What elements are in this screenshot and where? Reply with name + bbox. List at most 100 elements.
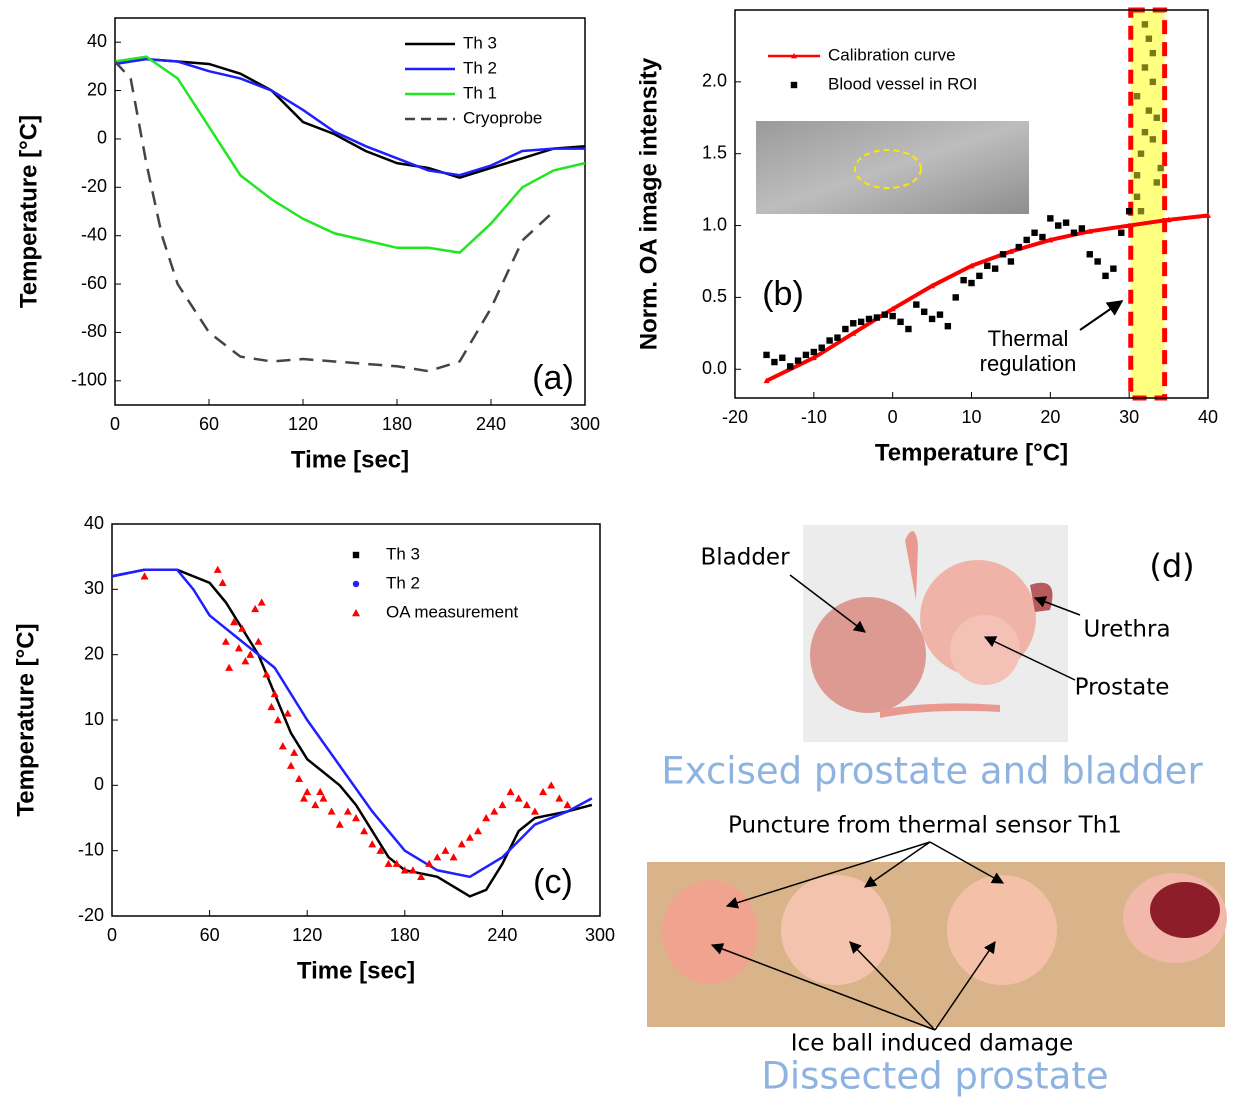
point bbox=[221, 637, 230, 645]
point bbox=[1086, 251, 1093, 258]
y-tick-label: 0 bbox=[94, 774, 104, 794]
point bbox=[1133, 93, 1141, 100]
point bbox=[802, 351, 810, 359]
point bbox=[1023, 236, 1030, 244]
point bbox=[850, 320, 857, 327]
point bbox=[850, 330, 857, 336]
point bbox=[213, 565, 222, 573]
panel-label: (d) bbox=[1149, 547, 1194, 585]
point bbox=[408, 866, 417, 874]
legend-label: Th 1 bbox=[463, 83, 497, 102]
point bbox=[1165, 216, 1172, 223]
x-tick-label: 180 bbox=[382, 414, 412, 434]
point bbox=[1153, 179, 1160, 186]
x-tick-label: -20 bbox=[722, 407, 748, 427]
point bbox=[257, 598, 266, 606]
point bbox=[1039, 233, 1046, 241]
y-tick-label: 10 bbox=[84, 709, 104, 729]
panel-label: (a) bbox=[532, 359, 574, 397]
photo-label: Prostate bbox=[1075, 675, 1170, 701]
point bbox=[763, 377, 770, 384]
x-tick-label: -10 bbox=[801, 407, 827, 427]
caption: Dissected prostate bbox=[761, 1055, 1108, 1098]
point bbox=[1118, 229, 1125, 236]
point bbox=[449, 853, 458, 861]
x-tick-label: 300 bbox=[585, 925, 615, 945]
point bbox=[786, 363, 794, 370]
series-line bbox=[114, 57, 585, 177]
legend-label: Blood vessel in ROI bbox=[828, 74, 977, 93]
y-tick-label: 0.0 bbox=[702, 358, 727, 378]
point bbox=[360, 827, 369, 835]
legend-marker bbox=[790, 81, 798, 89]
point bbox=[400, 866, 409, 874]
point bbox=[278, 742, 287, 750]
point bbox=[303, 787, 312, 796]
point bbox=[327, 807, 336, 815]
panel-label: (b) bbox=[762, 275, 804, 313]
point bbox=[433, 853, 442, 861]
point bbox=[889, 312, 896, 320]
point bbox=[944, 322, 952, 330]
legend-marker bbox=[791, 53, 797, 59]
y-tick-label: 40 bbox=[87, 31, 107, 51]
y-tick-label: 20 bbox=[84, 643, 104, 663]
point bbox=[1031, 229, 1038, 236]
series-line bbox=[111, 568, 593, 879]
point bbox=[384, 859, 393, 867]
x-tick-label: 240 bbox=[476, 414, 506, 434]
x-axis-label: Temperature [°C] bbox=[875, 439, 1068, 466]
point bbox=[234, 644, 243, 652]
point bbox=[984, 262, 991, 269]
point bbox=[343, 807, 352, 815]
y-tick-label: -80 bbox=[81, 321, 107, 341]
point bbox=[1141, 64, 1149, 71]
point bbox=[929, 282, 936, 289]
point bbox=[1137, 207, 1145, 215]
point bbox=[230, 618, 238, 626]
legend-marker bbox=[352, 580, 360, 588]
point bbox=[873, 314, 881, 321]
y-axis-label: Temperature [°C] bbox=[15, 115, 42, 308]
point bbox=[1145, 35, 1153, 42]
point bbox=[218, 578, 227, 586]
x-tick-label: 10 bbox=[961, 407, 981, 427]
y-axis-label: Norm. OA image intensity bbox=[635, 57, 662, 350]
legend-label: Calibration curve bbox=[828, 45, 956, 64]
point bbox=[241, 657, 250, 665]
y-tick-label: 0 bbox=[97, 128, 107, 148]
point bbox=[826, 337, 833, 344]
photo-label: Urethra bbox=[1083, 617, 1170, 643]
legend-label: Th 2 bbox=[386, 573, 420, 592]
point bbox=[547, 781, 556, 789]
point bbox=[779, 354, 786, 361]
point bbox=[1149, 136, 1157, 143]
y-tick-label: 30 bbox=[84, 578, 104, 598]
annotation: regulation bbox=[980, 351, 1077, 376]
point bbox=[319, 794, 328, 802]
x-axis-label: Time [sec] bbox=[291, 446, 409, 473]
point bbox=[1102, 272, 1109, 280]
point bbox=[1070, 229, 1078, 236]
point bbox=[225, 663, 234, 671]
point bbox=[763, 351, 770, 359]
point bbox=[1126, 222, 1133, 228]
series-line bbox=[765, 213, 1209, 383]
legend-marker bbox=[352, 551, 360, 559]
point bbox=[905, 325, 912, 333]
point bbox=[457, 840, 466, 848]
point bbox=[270, 689, 279, 698]
point bbox=[311, 800, 320, 809]
point bbox=[1145, 107, 1153, 114]
point bbox=[1086, 228, 1093, 234]
annotation: Ice ball induced damage bbox=[791, 1031, 1073, 1057]
point bbox=[818, 344, 825, 351]
point bbox=[290, 748, 299, 756]
x-tick-label: 0 bbox=[888, 407, 898, 427]
point bbox=[1007, 248, 1014, 254]
y-axis-label: Temperature [°C] bbox=[12, 623, 39, 816]
point bbox=[262, 670, 271, 678]
series-line bbox=[111, 568, 593, 898]
point bbox=[921, 308, 928, 315]
